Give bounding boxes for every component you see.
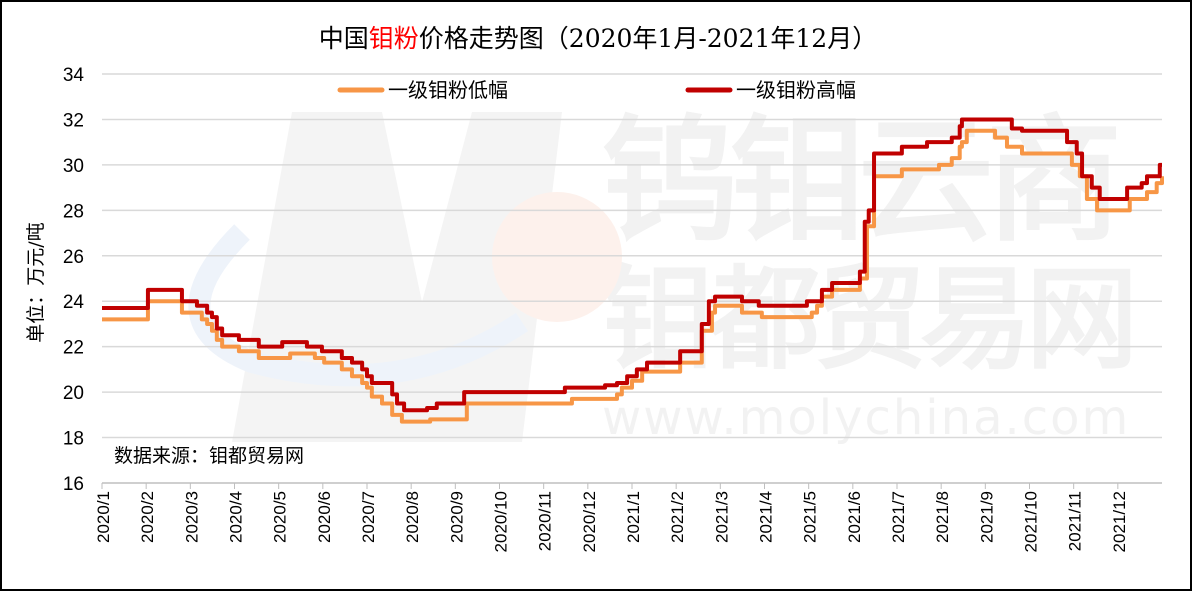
y-tick-label: 18 — [63, 429, 84, 450]
y-tick-label: 34 — [63, 65, 85, 86]
y-tick-label: 16 — [63, 474, 84, 495]
x-tick-label: 2020/6 — [315, 491, 334, 543]
x-tick-label: 2020/5 — [271, 491, 290, 543]
x-tick-label: 2021/4 — [757, 491, 776, 543]
x-tick-label: 2021/11 — [1066, 491, 1085, 551]
title-highlight: 钼粉 — [368, 24, 419, 53]
x-tick-label: 2021/10 — [1022, 491, 1041, 552]
watermark-logo-swoosh — [188, 224, 529, 387]
x-tick-label: 2021/5 — [801, 491, 820, 543]
y-axis-label: 单位：万元/吨 — [25, 222, 47, 342]
title-suffix: 价格走势图（2020年1月-2021年12月） — [418, 24, 878, 53]
x-tick-label: 2020/1 — [94, 491, 113, 543]
source-note: 数据来源：钼都贸易网 — [114, 445, 304, 467]
x-tick-label: 2021/6 — [845, 491, 864, 543]
y-tick-label: 28 — [63, 201, 84, 222]
watermark-line2: 钼都贸易网 — [602, 255, 1138, 385]
series-line-high — [102, 117, 1162, 413]
y-tick-label: 20 — [63, 383, 84, 404]
x-tick-label: 2021/2 — [668, 491, 687, 543]
y-tick-label: 26 — [63, 247, 84, 268]
x-tick-label: 2020/8 — [403, 491, 422, 543]
chart-title: 中国钼粉价格走势图（2020年1月-2021年12月） — [2, 24, 1190, 54]
x-tick-label: 2021/1 — [624, 491, 643, 543]
legend-label: 一级钼粉高幅 — [736, 78, 856, 102]
x-tick-label: 2021/9 — [977, 491, 996, 543]
x-tick-label: 2020/12 — [580, 491, 599, 552]
y-tick-label: 32 — [63, 110, 84, 131]
y-tick-label: 22 — [63, 338, 84, 359]
watermark-logo-dot — [492, 192, 622, 322]
legend-label: 一级钼粉低幅 — [388, 78, 508, 102]
watermark-line1: 钨钼云商 — [602, 103, 1122, 261]
watermark-url: www.molychina.com — [602, 390, 1131, 446]
x-tick-label: 2021/3 — [712, 491, 731, 543]
series-line-low — [102, 128, 1164, 424]
y-tick-label: 30 — [63, 156, 84, 177]
title-prefix: 中国 — [318, 24, 369, 53]
x-tick-label: 2020/11 — [536, 491, 555, 551]
y-tick-label: 24 — [63, 292, 85, 313]
x-tick-label: 2021/12 — [1110, 491, 1129, 552]
x-tick-label: 2021/8 — [933, 491, 952, 543]
x-tick-label: 2020/3 — [182, 491, 201, 543]
x-tick-label: 2020/4 — [227, 491, 246, 543]
x-tick-label: 2020/2 — [138, 491, 157, 543]
x-tick-label: 2021/7 — [889, 491, 908, 543]
x-tick-label: 2020/10 — [492, 491, 511, 552]
x-tick-label: 2020/7 — [359, 491, 378, 543]
x-tick-label: 2020/9 — [447, 491, 466, 543]
